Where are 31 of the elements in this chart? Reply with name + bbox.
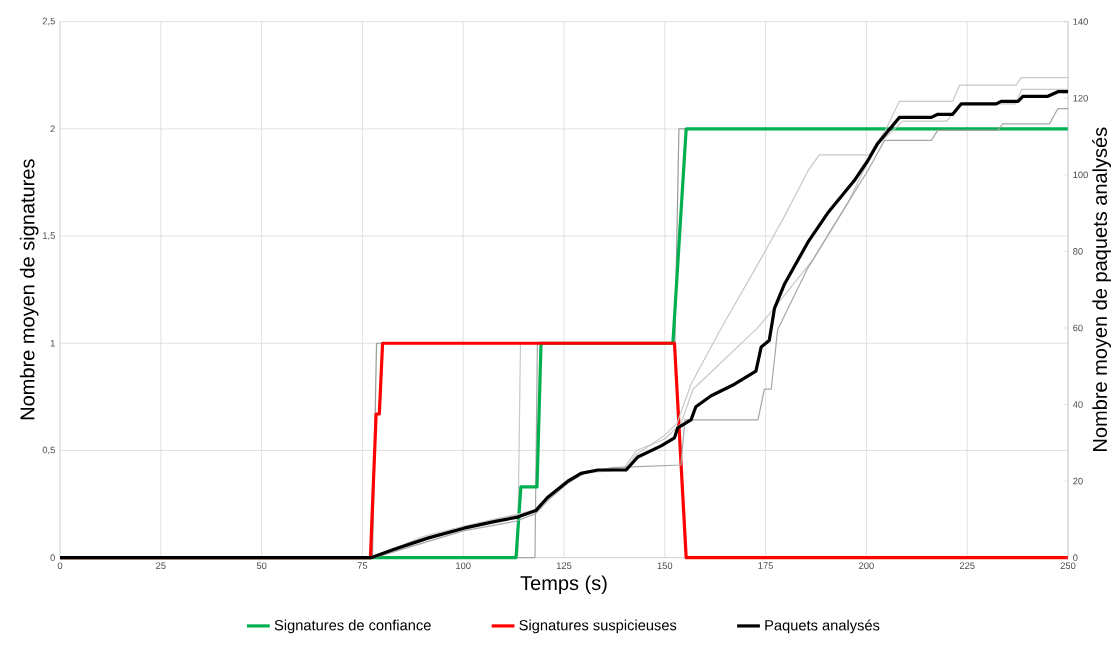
x-tick-label: 175 <box>758 562 773 569</box>
x-tick-label: 25 <box>156 562 166 569</box>
y-tick-label: 1 <box>50 340 55 347</box>
x-tick-label: 225 <box>959 562 975 569</box>
x-axis-title: Temps (s) <box>520 575 607 595</box>
x-tick-label: 125 <box>556 562 572 569</box>
legend-label: Signatures de confiance <box>274 619 431 634</box>
y2-tick-label: 40 <box>1072 401 1083 408</box>
x-tick-label: 200 <box>859 562 874 569</box>
y2-tick-label: 20 <box>1073 477 1083 485</box>
x-tick-label: 100 <box>456 562 471 569</box>
x-tick-label: 0 <box>57 562 63 569</box>
y-tick-label: 2 <box>50 125 55 133</box>
y2-axis-title: Nombre moyen de paquets analysés <box>1092 127 1111 451</box>
y2-tick-label: 60 <box>1073 324 1083 332</box>
x-tick-label: 250 <box>1060 562 1076 569</box>
x-tick-label: 150 <box>657 562 673 569</box>
y-tick-label: 1,5 <box>43 232 55 240</box>
x-tick-label: 50 <box>256 562 267 569</box>
y-tick-label: 0 <box>50 554 55 561</box>
y-tick-label: 2,5 <box>42 17 55 26</box>
x-tick-label: 75 <box>357 562 368 569</box>
legend-label: Signatures suspicieuses <box>519 619 677 634</box>
y2-tick-label: 100 <box>1073 171 1088 179</box>
y2-tick-label: 120 <box>1073 94 1088 102</box>
legend-label: Paquets analysés <box>765 619 880 634</box>
y2-tick-label: 0 <box>1073 554 1078 561</box>
y2-tick-label: 80 <box>1073 248 1083 255</box>
y2-tick-label: 140 <box>1073 18 1088 25</box>
y-axis-title: Nombre moyen de signatures <box>19 159 39 420</box>
y-tick-label: 0,5 <box>42 446 55 455</box>
